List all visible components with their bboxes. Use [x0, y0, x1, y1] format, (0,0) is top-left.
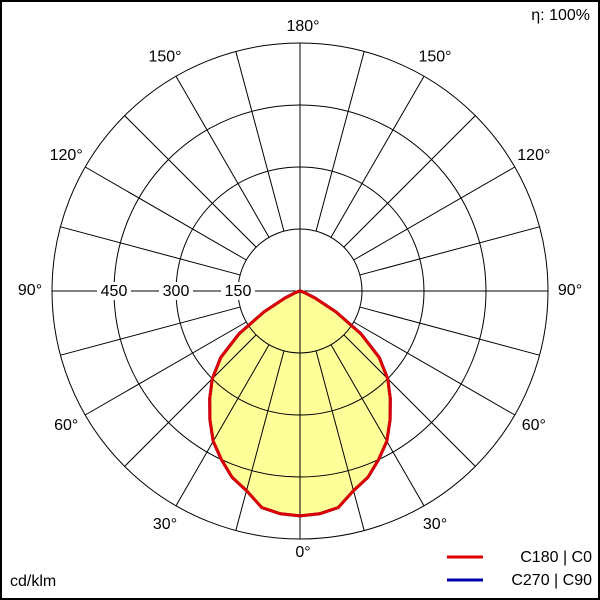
intensity-curve [299, 289, 392, 518]
radial-grid-line [359, 306, 540, 356]
label-bg [159, 282, 193, 300]
r-tick-label: 150 [225, 283, 252, 300]
r-tick-label: 450 [101, 283, 128, 300]
angle-label: 30° [153, 516, 177, 533]
intensity-curve [208, 289, 301, 518]
radial-grid-line [315, 51, 365, 232]
angle-label: 60° [54, 417, 78, 434]
radial-grid-line [343, 115, 476, 248]
angle-label: 150° [418, 48, 451, 65]
angle-label: 60° [522, 417, 546, 434]
radial-grid-line [315, 350, 365, 531]
r-tick-label: 300 [163, 283, 190, 300]
angle-label: 150° [148, 48, 181, 65]
label-bg [97, 282, 131, 300]
radial-grid-line [330, 75, 425, 238]
legend-label: C270 | C90 [511, 572, 592, 589]
efficiency-label: η: 100% [531, 7, 590, 24]
angle-label: 30° [423, 516, 447, 533]
angle-label: 90° [558, 282, 582, 299]
radial-grid-line [60, 306, 241, 356]
angle-label: 0° [295, 544, 310, 561]
radial-grid-line [353, 166, 516, 261]
radial-grid-line [175, 344, 270, 507]
radial-grid-line [235, 51, 285, 232]
radial-grid-line [175, 75, 270, 238]
angle-label: 120° [517, 147, 550, 164]
angle-label: 120° [50, 147, 83, 164]
radial-grid-line [124, 334, 257, 467]
radial-grid-line [60, 226, 241, 276]
radial-grid-line [84, 166, 247, 261]
label-bg [221, 282, 255, 300]
legend-label: C180 | C0 [520, 549, 592, 566]
angle-label: 180° [286, 18, 319, 35]
angle-label: 90° [18, 282, 42, 299]
unit-label: cd/klm [10, 573, 56, 590]
radial-grid-line [343, 334, 476, 467]
radial-grid-line [330, 344, 425, 507]
radial-grid-line [235, 350, 285, 531]
radial-grid-line [353, 321, 516, 416]
radial-grid-line [359, 226, 540, 276]
radial-grid-line [124, 115, 257, 248]
radial-grid-line [84, 321, 247, 416]
